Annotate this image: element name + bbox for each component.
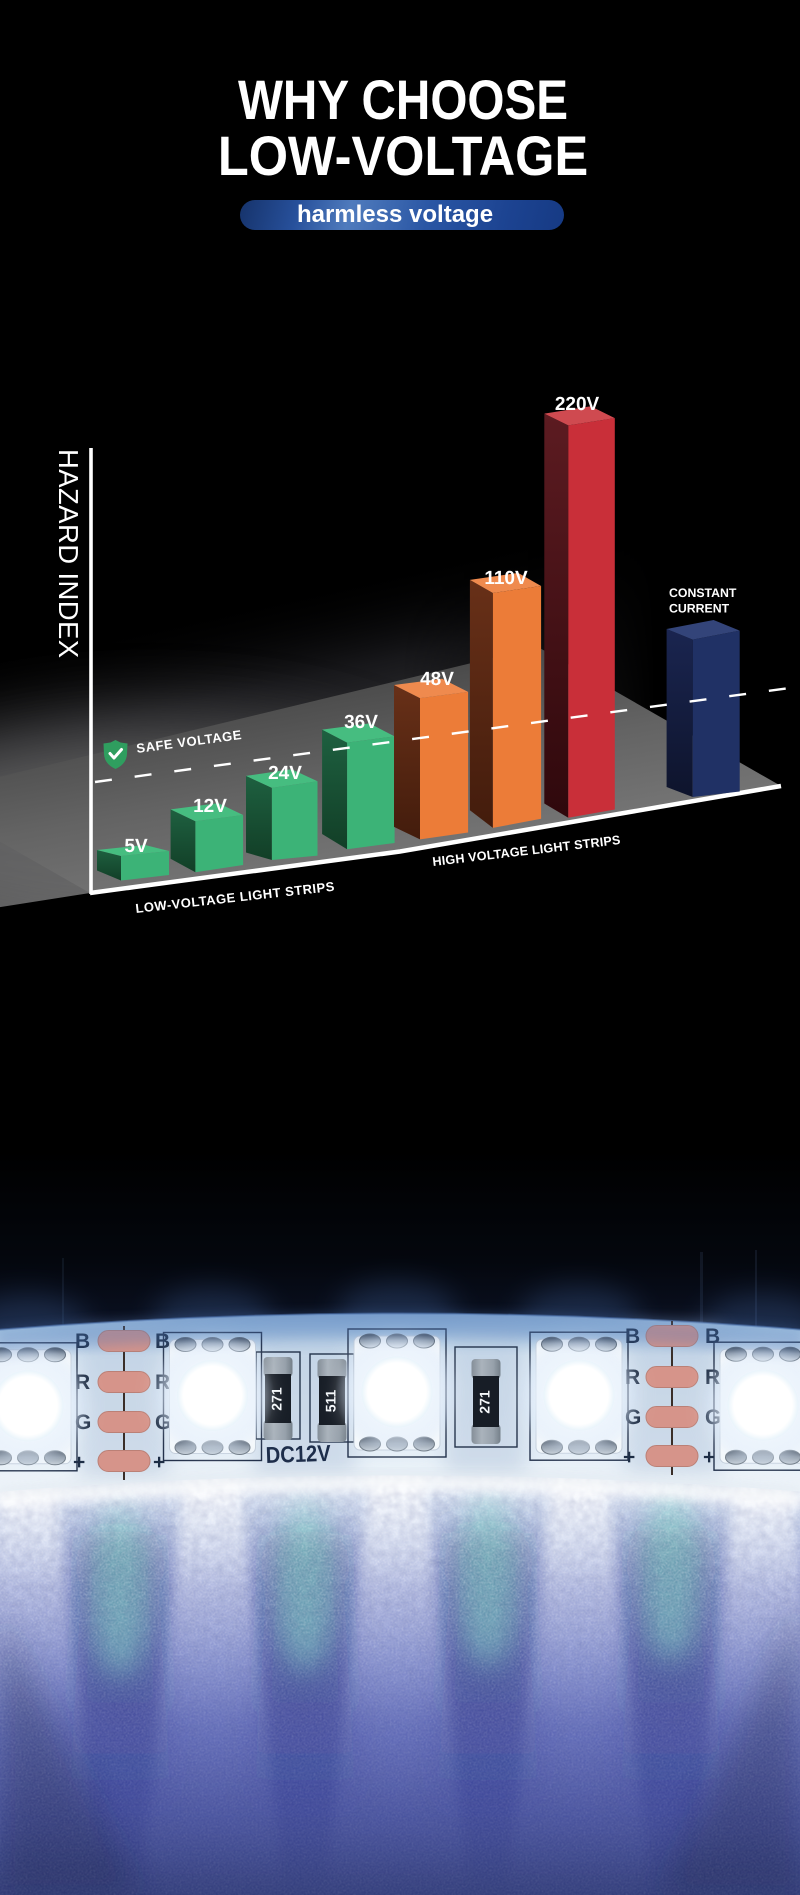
svg-text:271: 271 xyxy=(477,1390,493,1414)
svg-text:HAZARD INDEX: HAZARD INDEX xyxy=(53,449,84,659)
svg-text:+: + xyxy=(623,1446,635,1469)
svg-text:5V: 5V xyxy=(124,836,148,857)
svg-text:12V: 12V xyxy=(193,796,227,817)
svg-text:24V: 24V xyxy=(268,763,302,784)
svg-text:36V: 36V xyxy=(344,712,378,733)
svg-text:220V: 220V xyxy=(555,394,600,415)
svg-text:48V: 48V xyxy=(420,669,454,690)
svg-text:110V: 110V xyxy=(484,568,528,589)
svg-text:CONSTANT: CONSTANT xyxy=(669,586,737,600)
svg-text:+: + xyxy=(73,1451,85,1474)
svg-text:+: + xyxy=(153,1451,165,1474)
svg-text:DC12V: DC12V xyxy=(265,1440,331,1468)
svg-text:+: + xyxy=(703,1446,715,1469)
svg-text:511: 511 xyxy=(323,1389,339,1412)
svg-text:CURRENT: CURRENT xyxy=(669,602,730,616)
